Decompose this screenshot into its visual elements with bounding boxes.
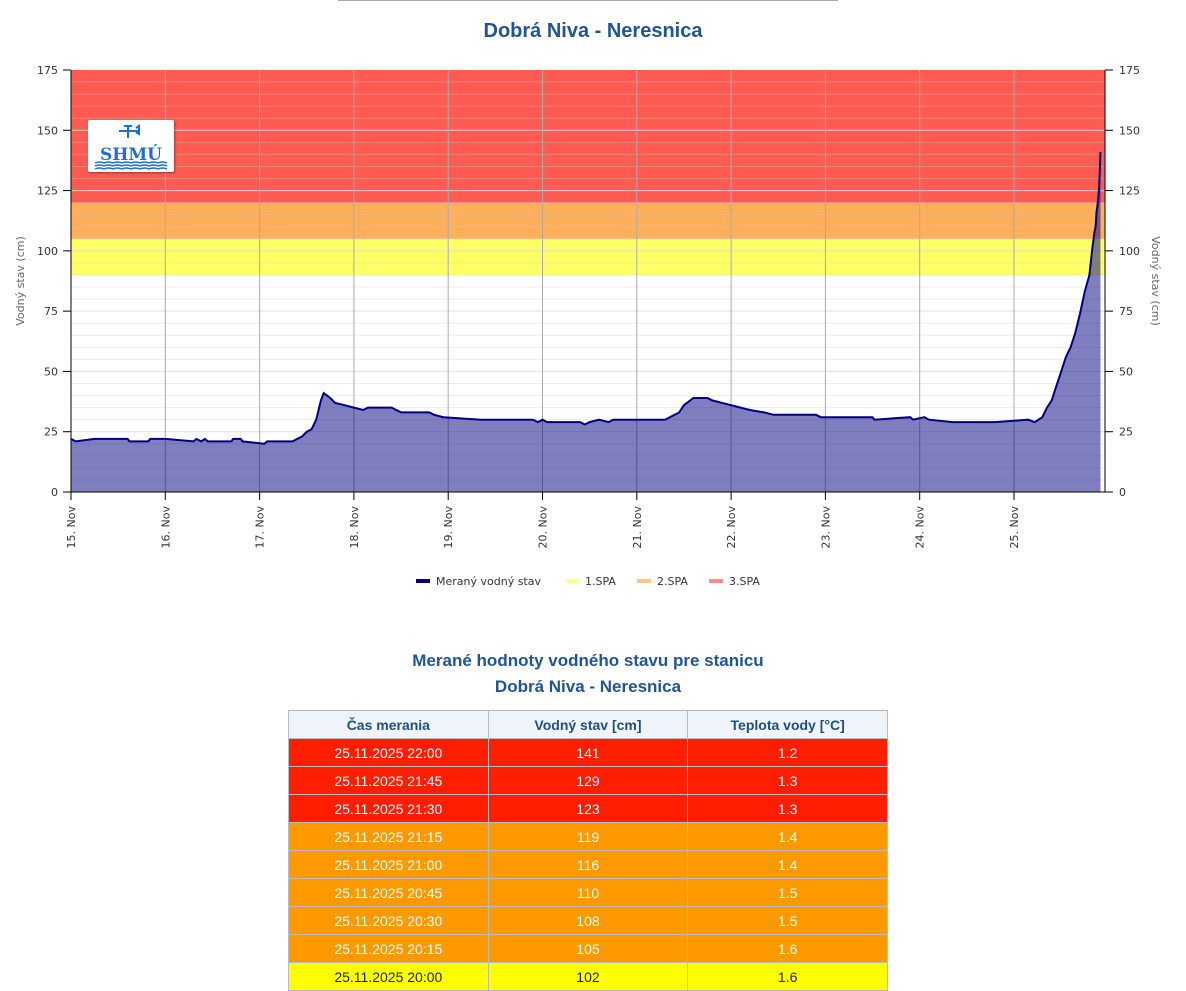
table-row: 25.11.2025 22:00 141 1.2 [288,738,888,767]
table-title: Merané hodnoty vodného stavu pre stanicu… [0,648,1176,700]
y-tick-label-right: 25 [1119,426,1133,439]
cell-level: 116 [487,850,689,879]
logo-waves-icon [94,167,168,170]
y-tick-label-left: 100 [37,245,58,258]
legend-swatch [637,579,651,583]
table-row: 25.11.2025 21:15 119 1.4 [288,822,888,851]
measurements-table: Čas merania Vodný stav [cm] Teplota vody… [288,710,888,991]
cell-time: 25.11.2025 20:45 [288,878,489,907]
y-tick-label-right: 75 [1119,305,1133,318]
cell-time: 25.11.2025 21:45 [288,766,489,795]
logo-waves-icon [94,164,168,167]
logo-text: SHMÚ [100,144,162,165]
y-axis-title-left: Vodný stav (cm) [14,236,27,326]
header-temp: Teplota vody [°C] [687,710,888,739]
cell-time: 25.11.2025 20:15 [288,934,489,963]
legend-item: 1.SPA [585,575,616,588]
cell-temp: 1.6 [687,934,888,963]
cell-level: 129 [487,766,689,795]
table-header-row: Čas merania Vodný stav [cm] Teplota vody… [288,710,888,739]
y-tick-label-right: 50 [1119,365,1133,378]
y-tick-label-left: 175 [37,64,58,77]
cell-temp: 1.4 [687,850,888,879]
cell-level: 119 [487,822,689,851]
threshold-band-1.SPA [71,238,1105,275]
cell-level: 105 [487,934,689,963]
y-tick-label-right: 100 [1119,245,1140,258]
x-tick-label: 22. Nov [725,506,738,549]
header-time: Čas merania [288,710,489,739]
x-tick-label: 19. Nov [442,506,455,549]
x-tick-label: 20. Nov [537,506,550,549]
y-tick-label-left: 125 [37,185,58,198]
x-tick-label: 18. Nov [348,506,361,549]
x-tick-label: 23. Nov [819,506,832,549]
table-row: 25.11.2025 21:30 123 1.3 [288,794,888,823]
y-tick-label-right: 150 [1119,124,1140,137]
cell-time: 25.11.2025 20:00 [288,962,489,991]
chart-title: Dobrá Niva - Neresnica [483,20,703,42]
cell-temp: 1.6 [687,962,888,991]
top-divider [338,0,838,1]
table-title-line1: Merané hodnoty vodného stavu pre stanicu [412,651,764,670]
table-row: 25.11.2025 20:00 102 1.6 [288,962,888,991]
cell-time: 25.11.2025 21:30 [288,794,489,823]
legend-item: Meraný vodný stav [436,575,541,588]
cell-time: 25.11.2025 22:00 [288,738,489,767]
cell-temp: 1.5 [687,906,888,935]
x-tick-label: 17. Nov [254,506,267,549]
cell-time: 25.11.2025 21:00 [288,850,489,879]
y-tick-label-left: 50 [44,365,58,378]
y-tick-label-right: 125 [1119,185,1140,198]
x-tick-label: 24. Nov [914,506,927,549]
table-row: 25.11.2025 20:45 110 1.5 [288,878,888,907]
x-tick-label: 16. Nov [159,506,172,549]
cell-time: 25.11.2025 20:30 [288,906,489,935]
x-tick-label: 25. Nov [1008,506,1021,549]
cell-level: 102 [487,962,689,991]
series-line [70,151,1102,445]
y-tick-label-left: 25 [44,426,58,439]
threshold-band-2.SPA [71,202,1105,239]
legend-swatch [416,579,430,583]
legend-item: 3.SPA [729,575,760,588]
cell-level: 108 [487,906,689,935]
cell-level: 110 [487,878,689,907]
y-tick-label-left: 0 [51,486,58,499]
cell-temp: 1.2 [687,738,888,767]
y-tick-label-right: 175 [1119,64,1140,77]
legend-item: 2.SPA [657,575,688,588]
cell-temp: 1.3 [687,766,888,795]
header-level: Vodný stav [cm] [487,710,689,739]
water-level-chart: 0 0 25 25 50 50 75 75 100 100 125 125 150 150 175 175 15… [14,64,1162,588]
table-row: 25.11.2025 21:00 116 1.4 [288,850,888,879]
cell-temp: 1.3 [687,794,888,823]
cell-level: 123 [487,794,689,823]
cell-temp: 1.4 [687,822,888,851]
logo-weathervane-icon [119,124,140,138]
x-tick-label: 15. Nov [65,506,78,549]
cell-time: 25.11.2025 21:15 [288,822,489,851]
y-axis-title-right: Vodný stav (cm) [1149,236,1162,326]
logo-box [88,120,174,172]
table-row: 25.11.2025 20:30 108 1.5 [288,906,888,935]
legend-swatch [709,579,723,583]
y-tick-label-right: 0 [1119,486,1126,499]
legend-swatch [565,579,579,583]
cell-level: 141 [487,738,689,767]
logo-waves-icon [94,161,168,164]
table-row: 25.11.2025 20:15 105 1.6 [288,934,888,963]
threshold-band-3.SPA [71,70,1105,203]
series-area [71,152,1101,492]
table-title-line2: Dobrá Niva - Neresnica [494,677,682,696]
cell-temp: 1.5 [687,878,888,907]
y-tick-label-left: 75 [44,305,58,318]
y-tick-label-left: 150 [37,124,58,137]
x-tick-label: 21. Nov [631,506,644,549]
table-row: 25.11.2025 21:45 129 1.3 [288,766,888,795]
